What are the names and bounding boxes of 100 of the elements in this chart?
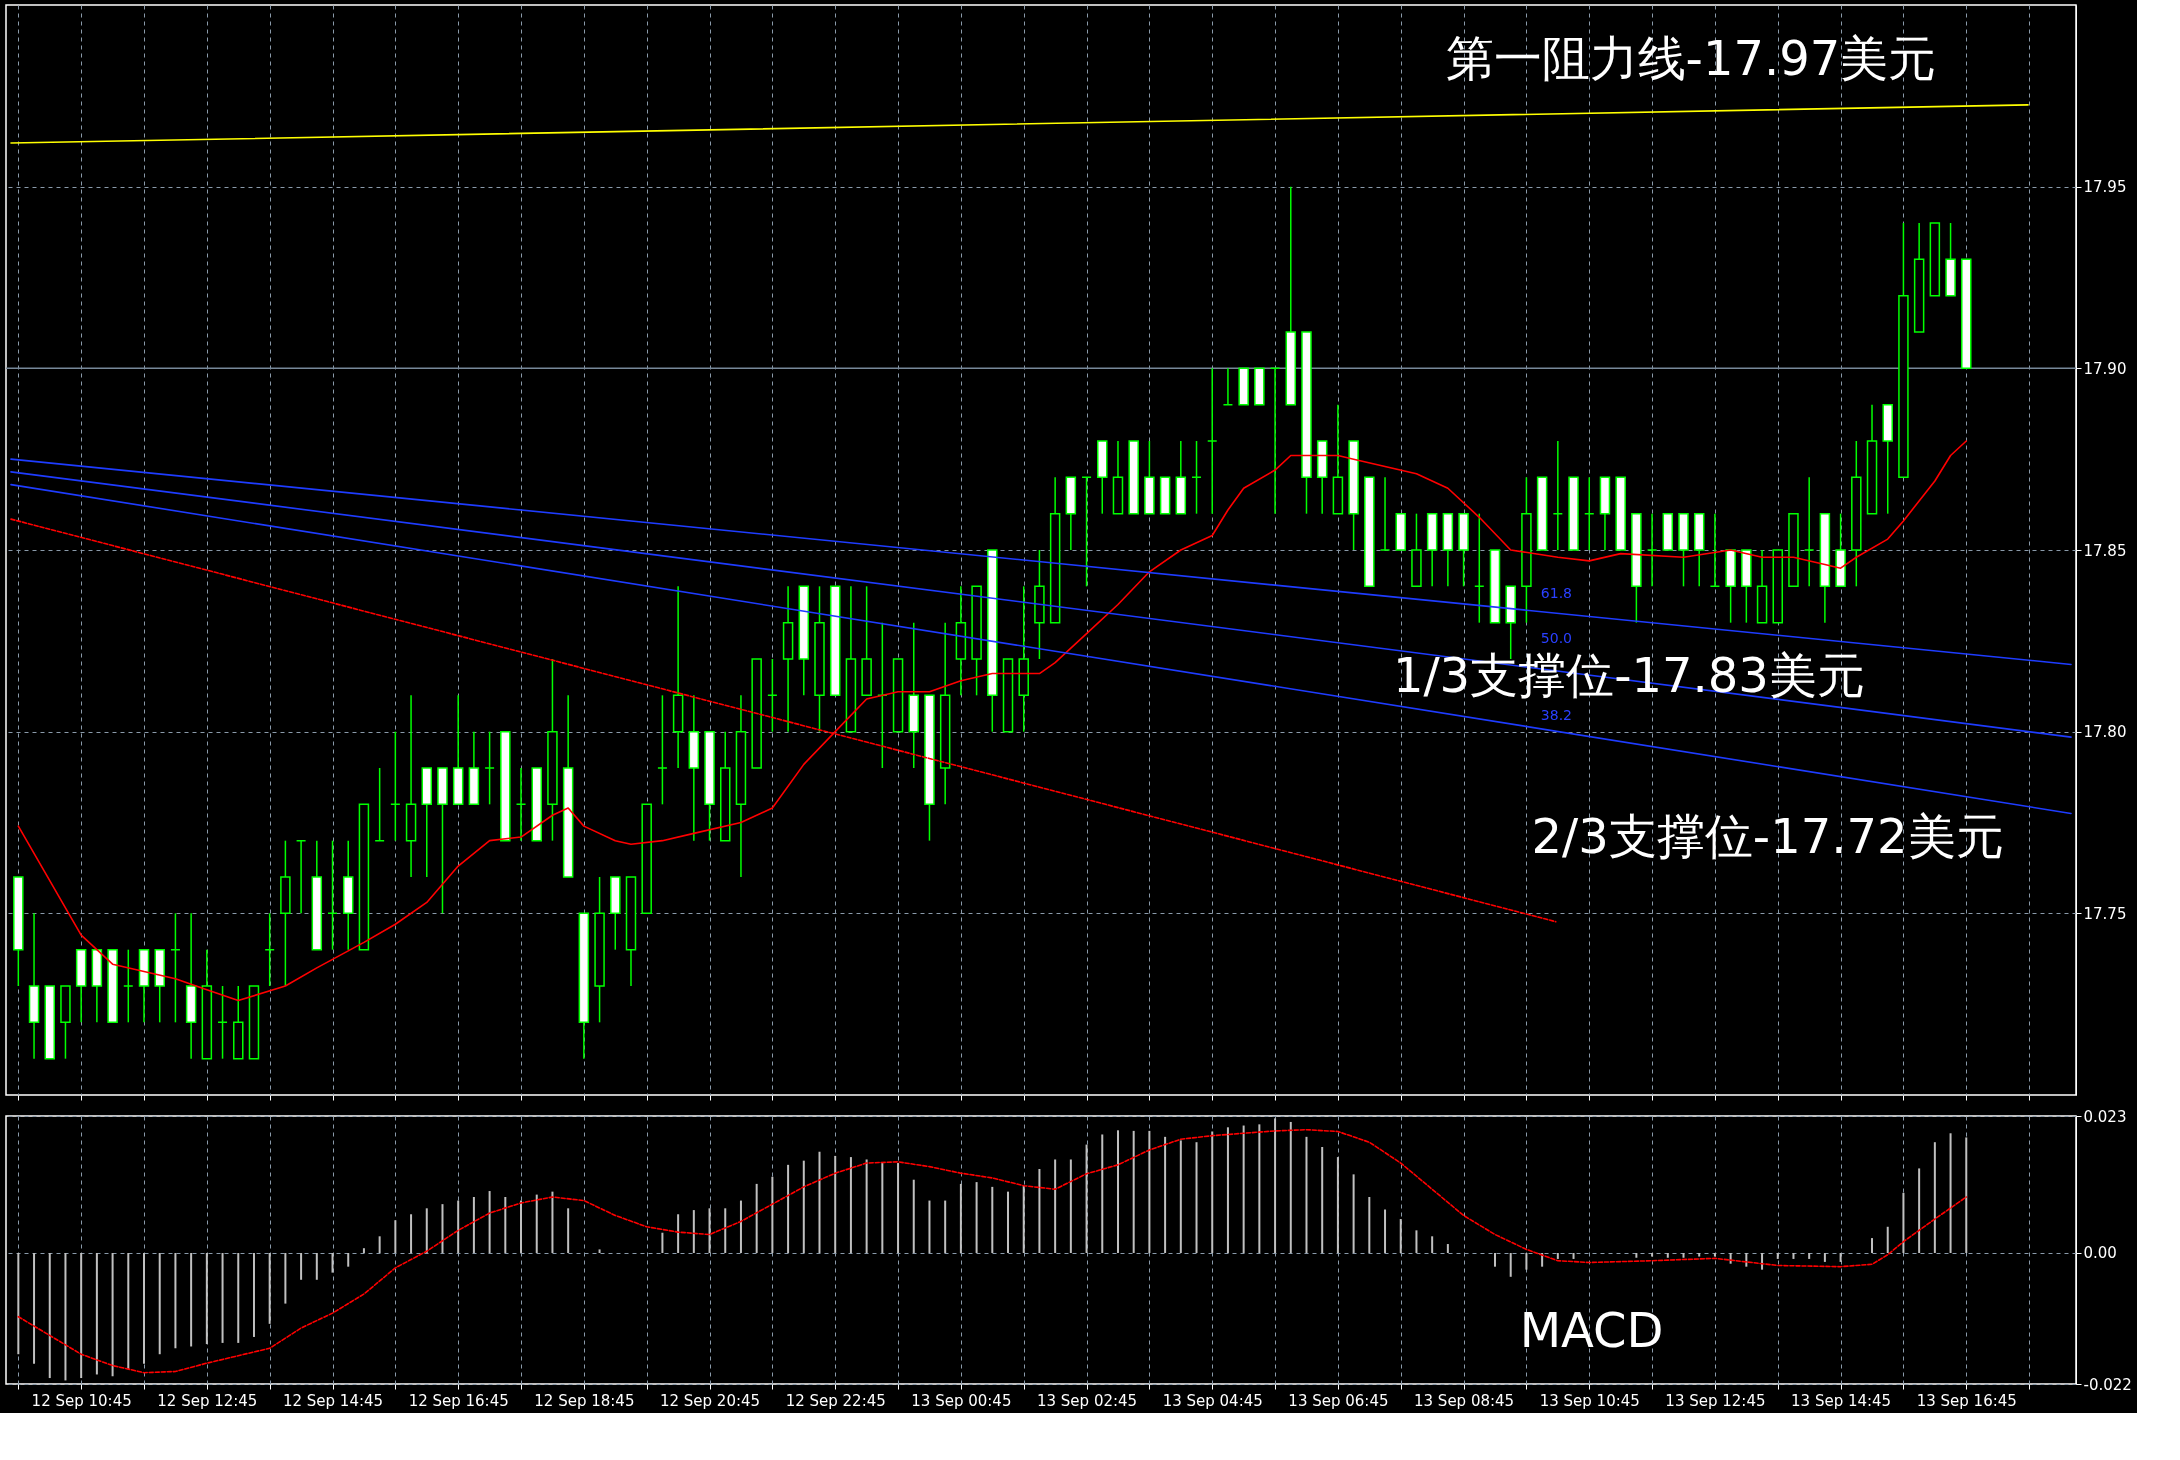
- bar: [1556, 1252, 1559, 1259]
- x-tick-label: 13 Sep 08:45: [1414, 1391, 1515, 1410]
- bar: [441, 1204, 444, 1253]
- x-tick-label: 13 Sep 14:45: [1791, 1391, 1892, 1410]
- bar: [80, 1252, 83, 1379]
- bar: [1132, 1130, 1135, 1253]
- bar: [174, 1252, 177, 1349]
- bar: [1022, 1185, 1025, 1253]
- bar: [268, 1252, 271, 1324]
- bar: [331, 1252, 334, 1273]
- bar: [1572, 1252, 1575, 1259]
- bar: [928, 1200, 931, 1253]
- bar: [1038, 1169, 1041, 1253]
- y-tick-label: 17.75: [2083, 904, 2127, 923]
- bar: [1509, 1252, 1512, 1277]
- bar: [1226, 1127, 1229, 1253]
- bar: [1321, 1146, 1324, 1253]
- annotation: 50.0: [1540, 630, 1573, 647]
- y-tick-label: 17.85: [2083, 541, 2127, 560]
- bar: [991, 1186, 994, 1253]
- bar: [1682, 1252, 1685, 1258]
- bar: [1902, 1192, 1905, 1253]
- bar: [787, 1164, 790, 1253]
- bar: [1949, 1133, 1952, 1253]
- bar: [692, 1210, 695, 1253]
- bar: [1761, 1252, 1764, 1270]
- y-tick-label: 17.90: [2083, 359, 2127, 378]
- bar: [755, 1183, 758, 1253]
- bar: [17, 1252, 20, 1355]
- bar: [739, 1200, 742, 1253]
- bar: [1933, 1142, 1936, 1253]
- bar: [1368, 1197, 1371, 1253]
- bar: [33, 1252, 36, 1364]
- annotation: MACD: [1519, 1302, 1664, 1359]
- bar: [190, 1252, 193, 1347]
- bar: [425, 1208, 428, 1253]
- bar: [661, 1232, 664, 1253]
- bar: [944, 1200, 947, 1253]
- x-tick-label: 12 Sep 22:45: [785, 1391, 886, 1410]
- bar: [1179, 1140, 1182, 1253]
- x-tick-label: 13 Sep 16:45: [1916, 1391, 2017, 1410]
- x-tick-label: 12 Sep 10:45: [31, 1391, 132, 1410]
- bar: [865, 1159, 868, 1253]
- annotation: 38.2: [1540, 706, 1573, 723]
- bar: [771, 1176, 774, 1253]
- bar: [300, 1252, 303, 1280]
- bar: [959, 1183, 962, 1253]
- x-tick-label: 12 Sep 16:45: [408, 1391, 509, 1410]
- bar: [1431, 1236, 1434, 1253]
- bar: [1274, 1118, 1277, 1253]
- candlestick: [123, 948, 134, 1024]
- y-tick-label: 0.00: [2083, 1244, 2117, 1263]
- bar: [1446, 1244, 1449, 1253]
- bar: [64, 1252, 67, 1381]
- bar: [1148, 1130, 1151, 1253]
- bar: [802, 1160, 805, 1253]
- bar: [205, 1252, 208, 1345]
- bar: [834, 1155, 837, 1253]
- bar: [818, 1151, 821, 1253]
- bar: [1635, 1252, 1638, 1258]
- bar: [158, 1252, 161, 1355]
- x-tick-label: 13 Sep 10:45: [1539, 1391, 1640, 1410]
- bar: [1336, 1157, 1339, 1253]
- bar: [378, 1236, 381, 1253]
- bar: [1792, 1252, 1795, 1259]
- bar: [504, 1197, 507, 1253]
- bar: [488, 1191, 491, 1253]
- bar: [1666, 1252, 1669, 1258]
- x-tick-label: 12 Sep 14:45: [282, 1391, 384, 1410]
- bar: [1116, 1130, 1119, 1253]
- bar: [1384, 1209, 1387, 1253]
- x-tick-label: 13 Sep 06:45: [1288, 1391, 1389, 1410]
- bar: [1494, 1252, 1496, 1267]
- bar: [1211, 1131, 1214, 1253]
- bar: [472, 1197, 475, 1253]
- bar: [520, 1200, 523, 1253]
- bar: [1258, 1124, 1261, 1253]
- y-tick-label: 17.95: [2083, 178, 2127, 197]
- bar: [975, 1182, 978, 1253]
- bar: [849, 1157, 852, 1253]
- x-tick-label: 13 Sep 02:45: [1036, 1391, 1138, 1410]
- bar: [1839, 1252, 1842, 1262]
- x-tick-label: 12 Sep 12:45: [157, 1391, 258, 1410]
- annotation: 2/3支撑位-17.72美元: [1531, 807, 2004, 864]
- annotation: 61.8: [1540, 584, 1573, 601]
- bar: [1007, 1191, 1010, 1253]
- bar: [143, 1252, 145, 1364]
- bar: [881, 1163, 884, 1253]
- x-tick-label: 13 Sep 00:45: [911, 1391, 1012, 1410]
- bar: [897, 1163, 900, 1253]
- bar: [221, 1252, 224, 1343]
- bar: [95, 1252, 98, 1375]
- bar: [1808, 1252, 1811, 1259]
- bar: [347, 1252, 350, 1267]
- bar: [410, 1214, 413, 1253]
- bar: [1352, 1174, 1355, 1253]
- bar: [1713, 1252, 1716, 1257]
- bar: [127, 1252, 130, 1370]
- bar: [1289, 1121, 1292, 1253]
- x-tick-label: 12 Sep 18:45: [534, 1391, 635, 1410]
